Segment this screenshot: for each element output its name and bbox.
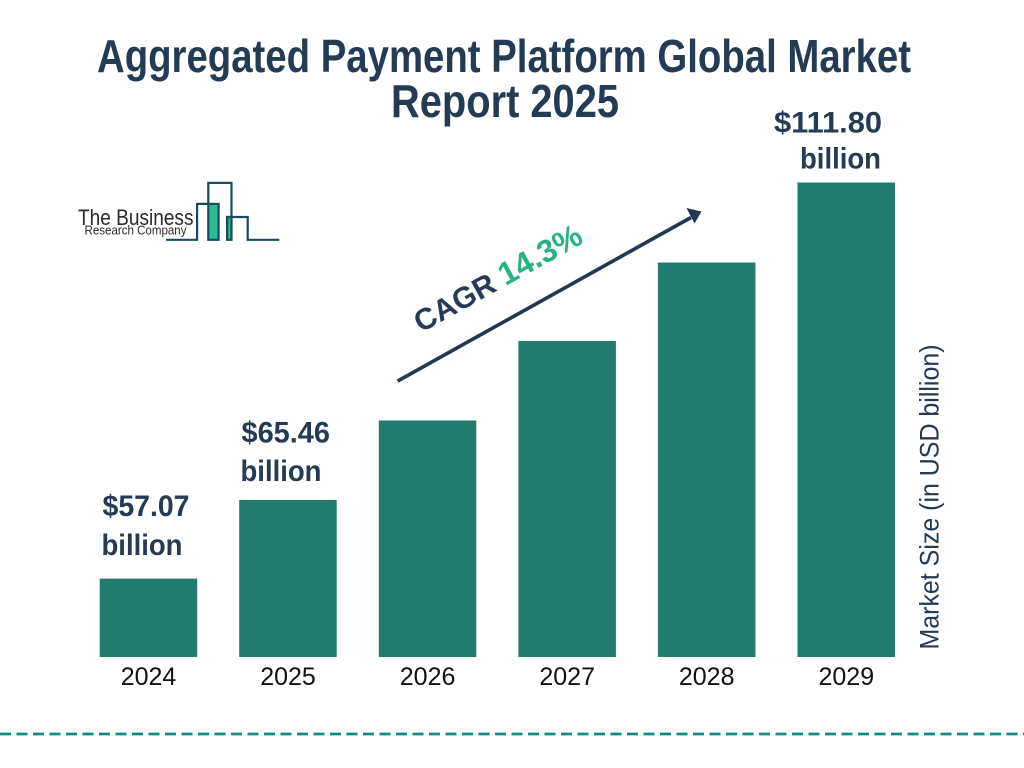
- svg-text:2024: 2024: [121, 663, 177, 691]
- svg-text:$65.46: $65.46: [242, 417, 331, 450]
- svg-text:2027: 2027: [539, 663, 595, 691]
- svg-text:billion: billion: [102, 529, 183, 562]
- svg-text:The Business: The Business: [78, 205, 194, 230]
- svg-text:billion: billion: [241, 455, 322, 488]
- svg-text:2028: 2028: [679, 663, 735, 691]
- svg-text:CAGR 14.3%: CAGR 14.3%: [407, 217, 588, 339]
- svg-text:2029: 2029: [818, 663, 874, 691]
- svg-text:$57.07: $57.07: [103, 490, 190, 523]
- svg-text:2026: 2026: [400, 663, 456, 691]
- svg-text:Aggregated Payment Platform Gl: Aggregated Payment Platform Global Marke…: [97, 30, 911, 82]
- svg-text:Market Size (in USD billion): Market Size (in USD billion): [915, 345, 945, 650]
- svg-text:$111.80: $111.80: [774, 107, 882, 140]
- svg-text:billion: billion: [800, 143, 881, 176]
- svg-text:Research Company: Research Company: [85, 223, 187, 238]
- svg-text:2025: 2025: [260, 663, 316, 691]
- svg-text:Report 2025: Report 2025: [391, 75, 619, 127]
